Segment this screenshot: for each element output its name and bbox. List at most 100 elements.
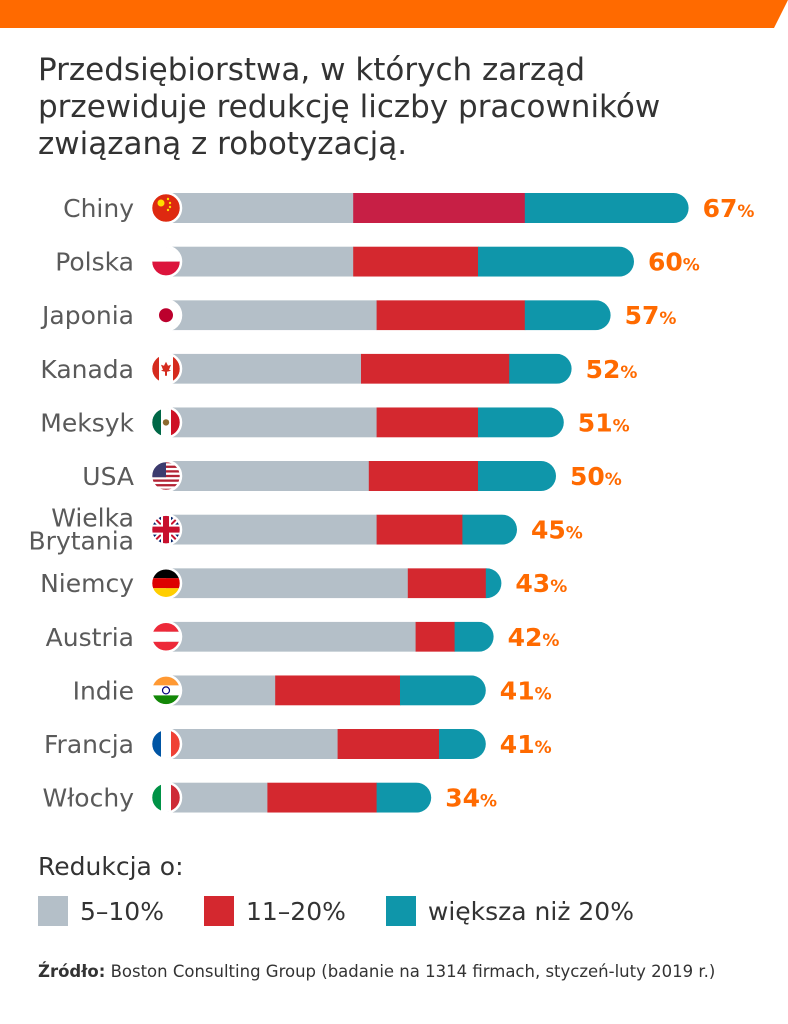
country-label: Polska [55, 248, 134, 277]
bar-segment-5-10 [166, 193, 354, 223]
bar-segment-5-10 [166, 675, 276, 706]
bar-segment-over-20 [454, 621, 494, 652]
legend-label: 11–20% [245, 896, 346, 926]
source-label: Źródło: [38, 962, 106, 981]
country-label: Francja [44, 730, 134, 759]
bar-segment-over-20 [509, 353, 572, 384]
india-flag-icon [149, 674, 183, 707]
bar-segment-over-20 [485, 568, 502, 599]
country-label: Wielka Brytania [29, 504, 134, 556]
france-flag-icon [149, 727, 183, 761]
legend-title: Redukcja o: [38, 852, 184, 881]
total-label: 57% [625, 301, 677, 330]
bar-row: Indie 41% [73, 674, 552, 707]
bar-row: Francja 41% [44, 727, 552, 761]
legend-swatch-teal [385, 896, 416, 926]
bar-segment-5-10 [166, 407, 378, 438]
usa-flag-icon [149, 459, 183, 493]
bar-row: Chiny 67% [63, 191, 755, 225]
bar-row: Meksyk 51% [40, 406, 630, 439]
bar-segment-5-10 [166, 729, 339, 759]
total-label: 52% [586, 355, 638, 384]
top-accent-bar [0, 0, 788, 28]
bar-chart: Chiny 67% Polska 60% Japonia 57% Kanada 52% Meks… [29, 191, 755, 814]
total-label: 42% [508, 623, 560, 652]
total-label: 34% [445, 784, 497, 813]
total-label: 41% [500, 676, 552, 705]
bar-segment-11-20 [368, 461, 479, 491]
bar-segment-over-20 [376, 782, 432, 813]
source-note: Źródło: Boston Consulting Group (badanie… [38, 962, 715, 981]
bar-segment-5-10 [166, 353, 362, 384]
poland-flag-icon [149, 245, 183, 278]
total-label: 41% [500, 730, 552, 759]
total-label: 67% [703, 194, 755, 223]
bar-segment-11-20 [376, 407, 479, 438]
bar-segment-11-20 [337, 729, 440, 759]
bar-row: Wielka Brytania 45% [29, 504, 583, 556]
canada-flag-icon [149, 352, 183, 386]
italy-flag-icon [149, 781, 183, 814]
legend-item-over-20: większa niż 20% [385, 896, 634, 926]
source-text: Boston Consulting Group (badanie na 1314… [110, 962, 716, 981]
bar-row: Austria 42% [46, 620, 560, 654]
bar-segment-11-20 [376, 300, 526, 331]
bar-segment-11-20 [376, 514, 463, 545]
bar-segment-over-20 [478, 407, 564, 438]
legend-item-5-10: 5–10% [38, 896, 164, 926]
total-label: 45% [531, 516, 583, 545]
country-label: USA [82, 462, 134, 491]
bar-segment-5-10 [166, 514, 378, 545]
bar-segment-over-20 [524, 300, 611, 331]
legend-swatch-red [203, 896, 234, 926]
bar-segment-5-10 [166, 461, 370, 491]
japan-flag-icon [149, 298, 183, 332]
country-label: Chiny [63, 194, 134, 223]
chart-title: Przedsiębiorstwa, w których zarząd przew… [38, 52, 661, 162]
bar-segment-11-20 [267, 782, 378, 813]
bar-segment-5-10 [166, 782, 268, 813]
bar-segment-5-10 [166, 568, 409, 599]
legend-swatch-grey [38, 896, 68, 926]
bar-segment-11-20 [415, 621, 456, 652]
bar-segment-over-20 [439, 729, 486, 759]
total-label: 60% [648, 248, 700, 277]
bar-segment-5-10 [166, 246, 354, 277]
bar-row: USA 50% [82, 459, 622, 493]
bar-segment-11-20 [353, 193, 526, 223]
total-label: 50% [570, 462, 622, 491]
country-label: Meksyk [40, 408, 134, 437]
bar-segment-11-20 [407, 568, 487, 599]
bar-segment-over-20 [478, 246, 634, 277]
bar-segment-over-20 [524, 193, 689, 223]
bar-segment-11-20 [353, 246, 479, 277]
total-label: 43% [515, 569, 567, 598]
bar-segment-over-20 [400, 675, 486, 706]
bar-segment-5-10 [166, 300, 378, 331]
bar-segment-11-20 [275, 675, 401, 706]
country-label: Indie [73, 676, 134, 705]
legend-label: 5–10% [80, 896, 164, 926]
bar-segment-11-20 [361, 353, 510, 384]
bar-segment-over-20 [478, 461, 556, 491]
country-label: Włochy [42, 784, 134, 813]
austria-flag-icon [149, 620, 183, 654]
country-label: Japonia [40, 301, 134, 330]
bar-row: Japonia 57% [40, 298, 677, 332]
bar-row: Włochy 34% [42, 781, 497, 814]
mexico-flag-icon [149, 406, 183, 439]
china-flag-icon [149, 191, 183, 225]
bar-row: Niemcy 43% [40, 566, 567, 600]
bar-segment-over-20 [462, 514, 517, 545]
legend: 5–10% 11–20% większa niż 20% [38, 896, 656, 926]
country-label: Kanada [40, 355, 134, 384]
total-label: 51% [578, 408, 630, 437]
country-label: Austria [46, 623, 134, 652]
bar-row: Kanada 52% [40, 352, 638, 386]
country-label: Niemcy [40, 569, 134, 598]
legend-label: większa niż 20% [427, 896, 634, 926]
legend-item-11-20: 11–20% [203, 896, 346, 926]
bar-row: Polska 60% [55, 245, 700, 278]
bar-segment-5-10 [166, 621, 417, 652]
uk-flag-icon [149, 513, 183, 546]
